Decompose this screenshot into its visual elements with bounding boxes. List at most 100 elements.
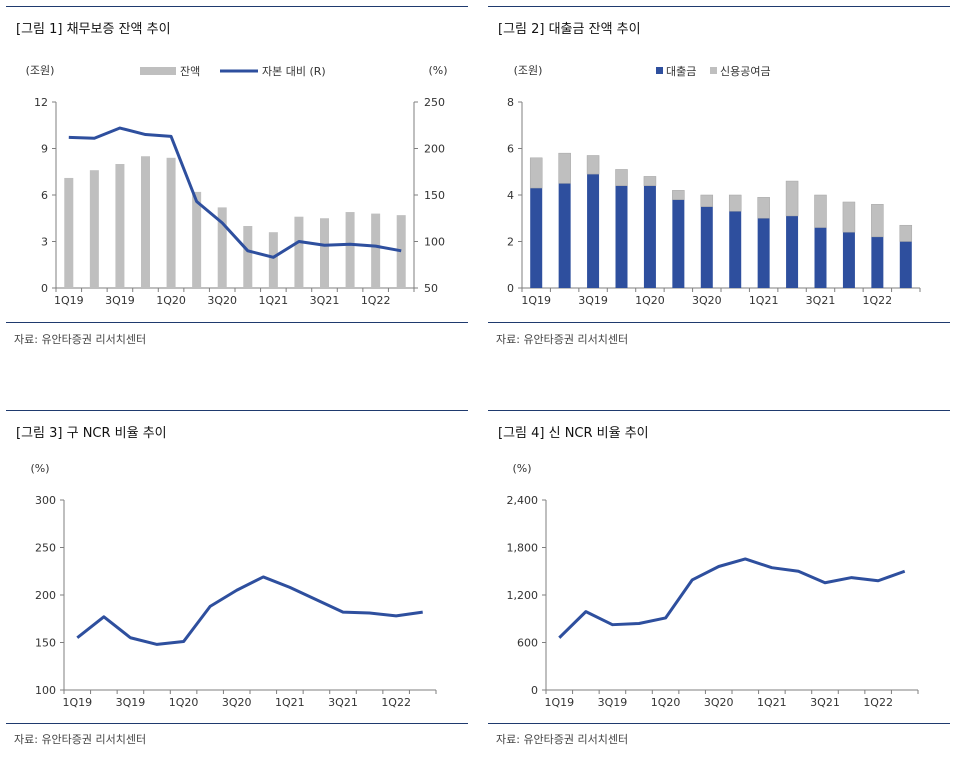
chart-2: 0 2 4 6 8 (조원) 1Q19 3Q19 1Q20 3Q20 1Q21 3Q21 1Q22 대출금… [507,64,921,307]
bar-loans-2Q20 [672,199,685,288]
x-tick-label: 1Q19 [521,294,551,307]
x-tick-label: 3Q19 [598,696,628,709]
panel-1-top-rule [6,6,468,7]
x-tick-label: 1Q20 [651,696,681,709]
legend-label-balance: 잔액 [180,65,200,78]
bar-credit-1Q20 [643,176,657,186]
y-tick-label: 1,800 [507,542,539,555]
right-y-tick-label: 250 [424,96,445,109]
x-tick-label: 3Q19 [105,294,135,307]
bar-3Q19 [115,164,125,288]
bar-loans-1Q21 [757,218,770,288]
y-tick-label: 8 [507,96,514,109]
bar-credit-2Q22 [899,224,913,242]
x-tick-label: 3Q20 [692,294,722,307]
right-y-tick-label: 150 [424,189,445,202]
chart-4: 0 600 1,200 1,800 2,400 (%) 1Q19 3Q19 1Q20 3Q20 1Q… [507,462,919,709]
y-tick-label: 100 [35,684,56,697]
y-axis-unit: (%) [512,462,531,475]
bar-credit-2Q19 [558,152,571,184]
bar-credit-1Q22 [871,204,884,238]
right-y-tick-label: 200 [424,143,445,156]
x-tick-label: 3Q19 [116,696,146,709]
panel-2-bottom-rule [488,322,950,323]
bar-loans-4Q21 [842,232,855,288]
panel-2-top-rule [488,6,950,7]
bar-4Q19 [141,156,150,288]
bar-2Q21 [294,216,304,288]
panel-3-bottom-rule [6,723,468,724]
panel-1: [그림 1] 채무보증 잔액 추이 0 3 6 9 12 (조원) 50 100 150 200 2… [6,6,468,361]
bar-2Q22 [396,215,406,288]
panel-1-title: [그림 1] 채무보증 잔액 추이 [16,22,171,37]
x-tick-label: 1Q22 [863,696,893,709]
x-tick-label: 1Q20 [169,696,199,709]
x-tick-label: 3Q20 [207,294,237,307]
y-tick-label: 1,200 [507,589,539,602]
panel-3-top-rule [6,410,468,411]
y-axis-unit: (조원) [514,64,543,77]
y-tick-label: 0 [41,282,48,295]
bar-credit-4Q20 [728,194,742,212]
bar-loans-3Q19 [587,174,600,288]
x-tick-label: 1Q22 [863,294,893,307]
chart-3: 100 150 200 250 300 (%) 1Q19 3Q19 1Q20 3Q20 1Q21 3Q… [30,462,437,709]
panel-4: [그림 4] 신 NCR 비율 추이 0 600 1,200 1,800 2,400 (%… [488,410,950,765]
legend-swatch-loans [656,67,663,74]
y-tick-label: 6 [507,143,514,156]
bar-credit-1Q19 [529,157,543,189]
x-tick-label: 1Q20 [156,294,186,307]
bar-4Q20 [243,226,253,288]
x-tick-label: 1Q19 [544,696,574,709]
x-tick-label: 1Q19 [54,294,84,307]
bar-1Q22 [371,213,381,288]
bar-loans-2Q21 [786,215,799,288]
y-axis-unit: (조원) [26,64,55,77]
bar-1Q21 [268,232,278,288]
y-tick-label: 2 [507,236,514,249]
panel-4-source: 자료: 유안타증권 리서치센터 [496,733,629,746]
line-series-chart3 [76,575,423,646]
y-axis-unit: (%) [30,462,49,475]
bar-loans-2Q22 [899,241,912,288]
panel-2-title: [그림 2] 대출금 잔액 추이 [498,22,641,37]
x-tick-label: 3Q21 [310,294,340,307]
panel-3-source: 자료: 유안타증권 리서치센터 [14,733,147,746]
bar-credit-4Q19 [615,169,628,186]
x-tick-label: 1Q22 [361,294,391,307]
x-tick-label: 1Q21 [757,696,787,709]
x-tick-label: 3Q21 [810,696,840,709]
bar-loans-3Q20 [700,206,713,288]
panel-1-bottom-rule [6,322,468,323]
bar-credit-4Q21 [842,201,856,233]
legend-label-ratio: 자본 대비 (R) [262,65,326,78]
panel-1-source: 자료: 유안타증권 리서치센터 [14,333,147,346]
chart-1: 0 3 6 9 12 (조원) 50 100 150 200 250 (%) 1Q19 3Q19 1Q20 3… [26,64,448,307]
x-tick-label: 3Q21 [328,696,358,709]
bar-loans-2Q19 [558,183,571,288]
y-tick-label: 250 [35,542,56,555]
x-tick-label: 1Q20 [635,294,665,307]
bar-loans-4Q19 [615,185,628,288]
y-tick-label: 200 [35,589,56,602]
right-y-tick-label: 100 [424,236,445,249]
bar-loans-1Q19 [530,188,543,288]
bar-3Q21 [320,218,329,288]
legend-label-credit: 신용공여금 [720,65,771,78]
x-tick-label: 1Q19 [62,696,92,709]
y-tick-label: 150 [35,637,56,650]
bar-1Q19 [64,177,74,288]
bar-credit-2Q21 [785,180,799,217]
legend-label-loans: 대출금 [666,65,696,78]
y-tick-label: 0 [507,282,514,295]
bar-2Q19 [89,170,99,288]
x-tick-label: 1Q22 [381,696,411,709]
x-tick-label: 3Q20 [222,696,252,709]
y-tick-label: 6 [41,189,48,202]
bar-4Q21 [345,212,355,288]
right-y-tick-label: 50 [424,282,438,295]
y-tick-label: 600 [517,637,538,650]
y-tick-label: 9 [41,143,48,156]
bar-2Q20 [192,191,202,288]
bar-credit-3Q21 [814,194,827,228]
